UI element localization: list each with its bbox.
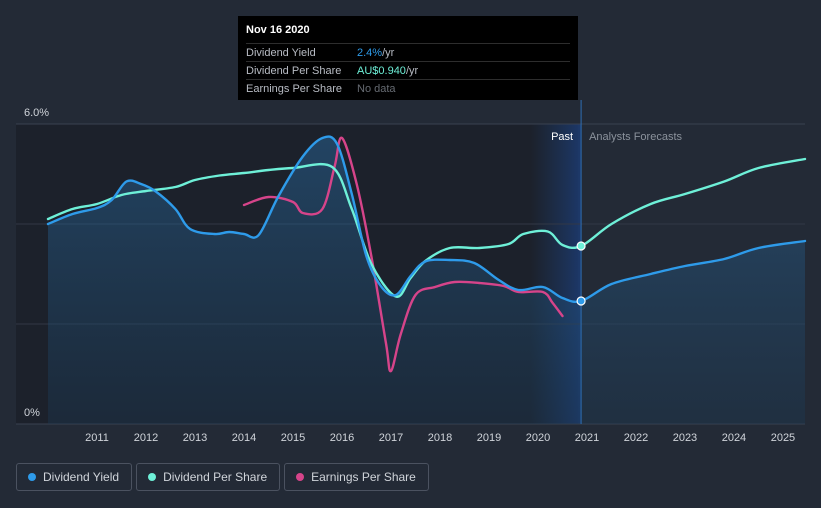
yield-area: [48, 136, 805, 424]
highlight-points: [576, 241, 586, 306]
tooltip-row-yield: Dividend Yield 2.4% /yr: [246, 43, 570, 61]
x-tick-label: 2013: [183, 432, 207, 444]
tooltip-unit: /yr: [405, 64, 419, 77]
x-tick-label: 2015: [281, 432, 305, 444]
legend-label: Earnings Per Share: [311, 470, 416, 484]
legend-earnings-per-share[interactable]: Earnings Per Share: [284, 463, 429, 491]
y-axis: 6.0% 0%: [24, 107, 49, 419]
x-tick-label: 2011: [85, 432, 109, 444]
legend-dot-icon: [148, 473, 157, 481]
legend-label: Dividend Per Share: [163, 470, 268, 484]
earnings-per-share-line: [242, 136, 564, 373]
x-tick-label: 2020: [526, 432, 550, 444]
x-tick-label: 2017: [379, 432, 403, 444]
x-tick-label: 2012: [134, 432, 158, 444]
tooltip-row-dps: Dividend Per Share AU$0.940 /yr: [246, 61, 570, 79]
dividend-per-share-line: [46, 157, 807, 298]
tooltip-row-eps: Earnings Per Share No data: [246, 79, 570, 97]
x-tick-label: 2016: [330, 432, 354, 444]
x-tick-label: 2018: [428, 432, 452, 444]
legend-dividend-per-share[interactable]: Dividend Per Share: [136, 463, 281, 491]
legend-dot-icon: [28, 473, 36, 481]
legend-label: Dividend Yield: [43, 470, 120, 484]
tooltip-unit: /yr: [382, 46, 395, 59]
x-tick-label: 2021: [575, 432, 599, 444]
x-tick-label: 2022: [624, 432, 648, 444]
tooltip-value: AU$0.940: [357, 64, 406, 77]
tooltip-label: Dividend Per Share: [246, 64, 342, 77]
x-tick-label: 2024: [722, 432, 746, 444]
x-tick-label: 2025: [771, 432, 795, 444]
x-tick-label: 2023: [673, 432, 697, 444]
tooltip-value: 2.4%: [357, 46, 383, 59]
x-tick-label: 2019: [477, 432, 501, 444]
x-tick-label: 2014: [232, 432, 256, 444]
highlight-point: [576, 296, 586, 306]
legend-dot-icon: [296, 473, 305, 481]
tooltip: Nov 16 2020 Dividend Yield 2.4% /yr Divi…: [238, 16, 578, 100]
forecast-label: Analysts Forecasts: [589, 131, 682, 143]
y-tick-label: 0%: [24, 407, 40, 419]
legend-dividend-yield[interactable]: Dividend Yield: [16, 463, 133, 491]
tooltip-label: Dividend Yield: [246, 46, 316, 59]
highlight-point: [576, 241, 586, 251]
legend: Dividend Yield Dividend Per Share Earnin…: [16, 463, 429, 491]
tooltip-value: No data: [357, 82, 396, 95]
past-label: Past: [551, 131, 573, 143]
dividend-yield-area: [48, 136, 805, 424]
tooltip-label: Earnings Per Share: [246, 82, 342, 95]
tooltip-date: Nov 16 2020: [246, 24, 310, 36]
x-axis: 2011 2012 2013 2014 2015 2016 2017 2018 2019 2020…: [85, 432, 795, 444]
y-tick-label: 6.0%: [24, 107, 49, 119]
